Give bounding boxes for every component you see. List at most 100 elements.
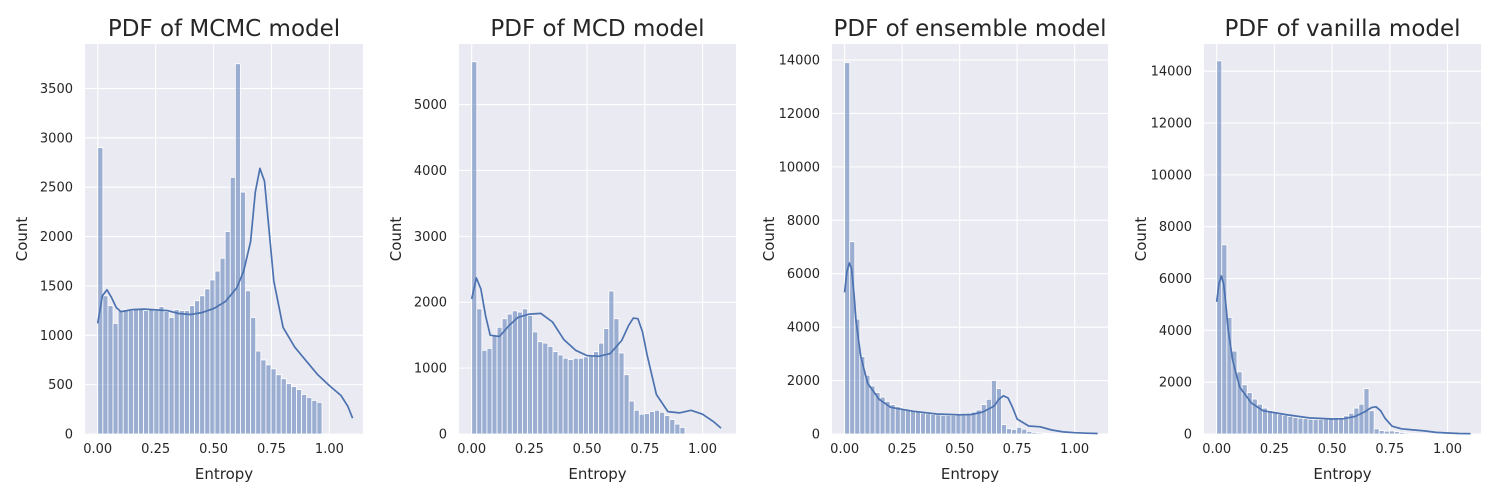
- histogram-bar: [562, 357, 569, 435]
- histogram-bar: [189, 305, 195, 435]
- histogram-bar: [1297, 417, 1304, 435]
- histogram-bar: [1277, 413, 1284, 435]
- histogram-bar: [270, 368, 277, 435]
- histogram-bar: [194, 300, 201, 435]
- histogram-bar: [960, 413, 967, 435]
- histogram-bar: [522, 308, 528, 435]
- y-tick-label: 2000: [1159, 376, 1192, 391]
- y-tick-label: 0: [1184, 428, 1192, 443]
- x-axis-label: Entropy: [1313, 465, 1371, 483]
- histogram-bar: [889, 404, 896, 435]
- histogram-bar: [1312, 419, 1319, 435]
- histogram-bar: [1307, 418, 1314, 435]
- histogram-bar: [224, 231, 231, 435]
- histogram-bar: [122, 309, 129, 435]
- histogram-bar: [1221, 244, 1228, 435]
- x-tick-label: 0.75: [1003, 442, 1032, 457]
- x-axis-label: Entropy: [941, 465, 999, 483]
- histogram-bar: [1021, 428, 1028, 435]
- histogram-bar: [178, 310, 185, 435]
- histogram-bar: [633, 409, 640, 435]
- histogram-bar: [173, 309, 180, 435]
- chart-panel-4: 0.00 0.25 0.50 0.75 1.00 0 2000 4000 6000 8000 100…: [1132, 16, 1481, 483]
- y-tick-label: 14000: [779, 54, 820, 69]
- y-tick-label: 2500: [40, 181, 73, 196]
- histogram-bar: [659, 411, 666, 435]
- x-tick-label: 0.50: [199, 442, 228, 457]
- histogram-bar: [1216, 60, 1223, 435]
- y-tick-label: 5000: [414, 98, 447, 113]
- x-axis-label: Entropy: [195, 465, 253, 483]
- x-tick-label: 0.00: [457, 442, 486, 457]
- histogram-bar: [1394, 431, 1400, 435]
- histogram-bar: [588, 355, 594, 435]
- histogram-bar: [1011, 429, 1018, 435]
- histogram-bar: [168, 317, 175, 435]
- histogram-bar: [245, 290, 252, 435]
- histogram-bar: [301, 394, 308, 435]
- histogram-bar: [306, 397, 313, 435]
- histogram-bar: [935, 414, 942, 435]
- y-tick-label: 0: [65, 428, 73, 443]
- y-tick-label: 3500: [40, 82, 73, 97]
- histogram-bar: [1353, 407, 1360, 435]
- histogram-bar: [199, 295, 206, 435]
- histogram-bar: [209, 279, 216, 435]
- histogram-bar: [138, 309, 145, 435]
- histogram-bar: [547, 345, 554, 435]
- histogram-bar: [275, 374, 282, 435]
- histogram-bar: [664, 415, 671, 435]
- histogram-bar: [219, 257, 226, 435]
- histogram-bar: [623, 374, 630, 435]
- y-tick-label: 3000: [414, 230, 447, 245]
- histogram-bar: [496, 326, 503, 435]
- histogram-bar: [945, 414, 952, 435]
- histogram-bar: [638, 413, 645, 435]
- x-tick-label: 1.00: [315, 442, 344, 457]
- histogram-bar: [1399, 432, 1405, 435]
- histogram-bar: [1267, 410, 1273, 435]
- histogram-bar: [613, 318, 620, 435]
- plot-area: [832, 44, 1108, 434]
- kde-curve: [96, 167, 354, 419]
- histogram-bar: [102, 295, 109, 435]
- x-tick-label: 0.25: [141, 442, 170, 457]
- histogram-bar: [844, 62, 851, 435]
- x-tick-label: 0.75: [1375, 442, 1404, 457]
- x-tick-label: 0.25: [515, 442, 544, 457]
- histogram-bar: [153, 310, 160, 435]
- chart-title: PDF of MCD model: [490, 16, 704, 42]
- histogram-bar: [572, 357, 579, 435]
- histogram-bar: [296, 389, 303, 435]
- histogram-bar: [915, 411, 921, 435]
- histogram-bar: [955, 414, 962, 435]
- histogram-bar: [669, 419, 676, 435]
- histogram-bar: [643, 413, 650, 435]
- histogram-bar: [127, 310, 134, 435]
- histogram-bar: [158, 306, 165, 435]
- y-tick-label: 14000: [1151, 65, 1192, 80]
- y-tick-label: 10000: [779, 160, 820, 175]
- x-tick-label: 1.00: [1060, 442, 1089, 457]
- histogram-bar: [511, 310, 518, 435]
- y-tick-label: 1000: [414, 362, 447, 377]
- kde-curve: [843, 262, 1098, 435]
- histogram-bar: [501, 318, 508, 435]
- histogram-bar: [291, 386, 297, 435]
- histogram-bar: [1036, 432, 1043, 435]
- histogram-bar: [1383, 430, 1390, 435]
- histogram-bar: [940, 414, 947, 435]
- chart-panel-1: 0.00 0.25 0.50 0.75 1.00 0 500 1000 1500 2000 2500…: [13, 16, 363, 483]
- histogram-bar: [1272, 412, 1279, 435]
- histogram-bar: [316, 402, 323, 435]
- histogram-bar: [163, 311, 170, 435]
- histogram-bar: [970, 411, 977, 435]
- y-tick-label: 0: [439, 428, 447, 443]
- x-tick-label: 0.50: [1318, 442, 1347, 457]
- histogram-bar: [1031, 431, 1038, 435]
- histogram-bar: [1358, 403, 1365, 435]
- histogram-bar: [506, 313, 513, 435]
- y-tick-label: 4000: [414, 164, 447, 179]
- histogram-bar: [117, 310, 124, 435]
- x-tick-label: 0.25: [888, 442, 917, 457]
